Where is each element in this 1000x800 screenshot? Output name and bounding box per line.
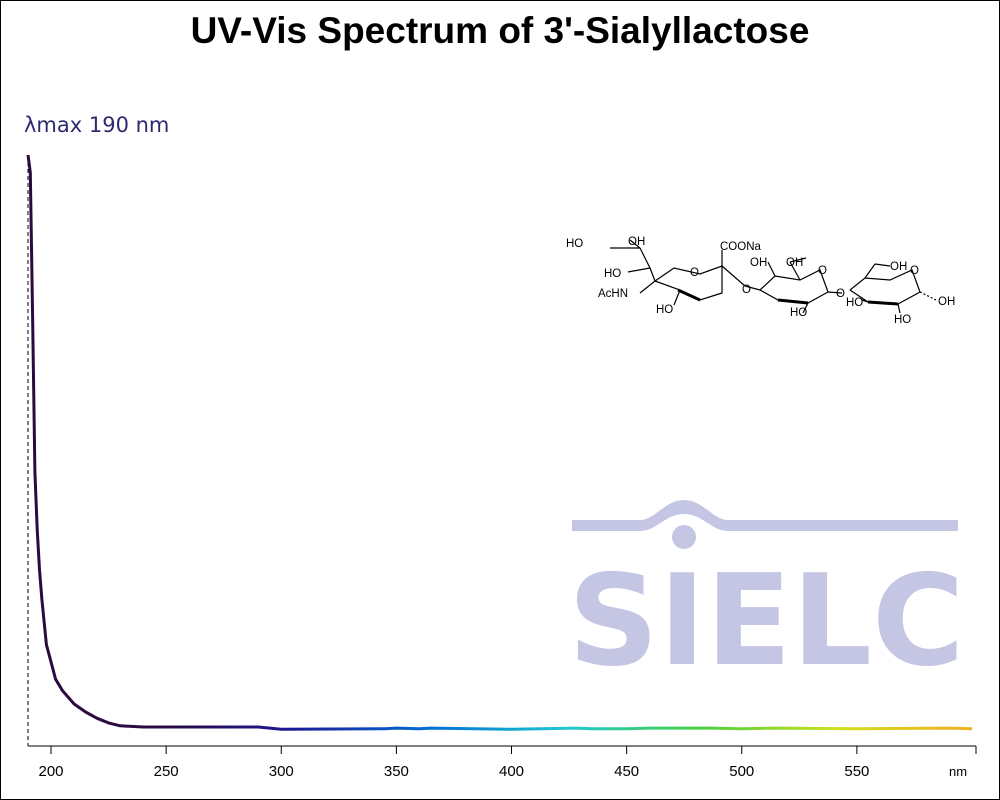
- x-axis-ticks: 200 250 300 350 400 450 500 550: [39, 746, 977, 780]
- atom-label: O: [836, 288, 845, 300]
- atom-label: COONa: [720, 241, 762, 253]
- x-tick-label: 250: [154, 763, 179, 780]
- x-tick-label: 300: [269, 763, 294, 780]
- atom-label: OH: [786, 257, 803, 269]
- x-axis-unit-label: nm: [949, 764, 967, 779]
- atom-label: AcHN: [598, 288, 628, 300]
- x-tick-label: 550: [844, 763, 869, 780]
- atom-label: OH: [890, 261, 907, 273]
- x-tick-label: 500: [729, 763, 754, 780]
- atom-label: HO: [604, 268, 621, 280]
- sielc-logo-shapes: SIELC: [568, 500, 964, 672]
- atom-label: HO: [846, 297, 863, 309]
- x-tick-label: 200: [39, 763, 64, 780]
- atom-label: OH: [938, 296, 955, 308]
- chart-title: UV-Vis Spectrum of 3'-Sialyllactose: [190, 10, 810, 51]
- x-tick-label: 350: [384, 763, 409, 780]
- atom-label: OH: [750, 257, 767, 269]
- atom-label: HO: [790, 307, 807, 319]
- x-tick-label: 400: [499, 763, 524, 780]
- lambda-max-annotation: λmax 190 nm: [24, 113, 170, 137]
- atom-label: O: [818, 265, 827, 277]
- sialyllactose-structure-image: HO OH HO AcHN HO COONa O O OH OH O HO O …: [566, 236, 955, 326]
- atom-label: OH: [628, 236, 645, 248]
- sielc-logo-text: SIELC: [568, 547, 964, 672]
- atom-label: O: [742, 284, 751, 296]
- spectrum-line: [26, 154, 973, 731]
- atom-label: O: [690, 267, 699, 279]
- atom-label: HO: [894, 314, 911, 326]
- atom-label: HO: [566, 238, 583, 250]
- structure-atom-labels: HO OH HO AcHN HO COONa O O OH OH O HO O …: [566, 236, 955, 326]
- atom-label: HO: [656, 304, 673, 316]
- atom-label: O: [910, 265, 919, 277]
- x-tick-label: 450: [614, 763, 639, 780]
- sielc-logo-watermark: SIELC: [568, 500, 964, 672]
